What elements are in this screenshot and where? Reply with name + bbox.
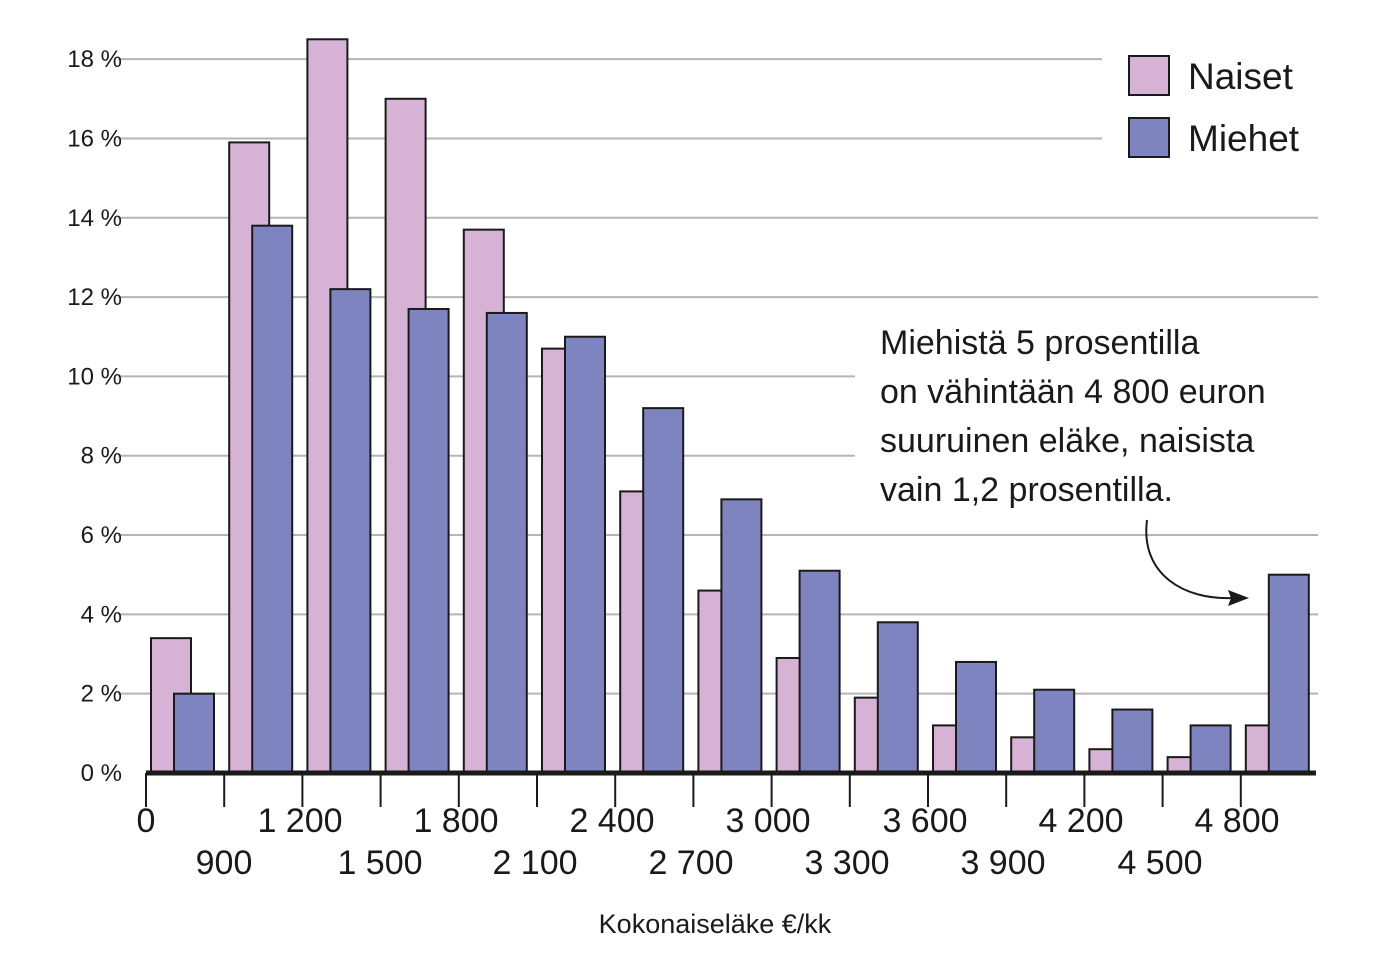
y-tick-label: 12 % [67,284,122,311]
legend-swatch [1128,117,1170,158]
annotation-line: suuruinen eläke, naisista [880,422,1254,460]
y-tick-label: 14 % [67,205,122,232]
bar-miehet [1111,708,1154,775]
bar-miehet [642,407,685,774]
x-axis: 0 1 200 1 800 2 400 3 000 3 600 4 200 4 800 900 1… [137,770,1316,882]
x-tick-label: 4 200 [1038,802,1123,840]
x-tick-label: 0 [137,802,156,840]
bar-miehet [251,224,294,774]
y-tick-label: 2 % [81,681,122,708]
bar-miehet [564,335,606,774]
bar-miehet [1189,724,1232,775]
x-tick-label: 3 300 [804,844,889,882]
annotation-line: on vähintään 4 800 euron [880,373,1266,411]
bars [150,38,1310,775]
annotation-background [855,318,1335,514]
y-tick-label: 0 % [81,760,122,787]
bar-miehet [955,660,997,775]
bar-miehet [407,307,450,774]
annotation-line: Miehistä 5 prosentilla [880,324,1199,362]
x-tick-label: 4 500 [1117,844,1202,882]
x-tick-label: 1 200 [257,802,342,840]
x-tick-label: 2 700 [648,844,733,882]
annotation-arrow [1145,519,1233,600]
bar-miehet [1033,688,1076,774]
bar-miehet [720,498,763,774]
x-tick-label: 2 100 [492,844,577,882]
legend-swatch [1128,55,1170,96]
annotation: Miehistä 5 prosentilla on vähintään 4 800… [855,318,1335,606]
bar-miehet [876,621,919,774]
x-tick-label: 2 400 [569,802,654,840]
bar-miehet [798,569,841,775]
annotation-arrowhead [1228,590,1249,606]
x-tick-label: 3 600 [882,802,967,840]
y-axis-ticks: 0 % 2 % 4 % 6 % 8 % 10 % 12 % 14 % 16 % 18 % [67,46,122,787]
y-tick-label: 6 % [81,522,122,549]
y-tick-label: 4 % [81,601,122,628]
x-tick-label: 1 800 [413,802,498,840]
x-tick-label: 3 000 [725,802,810,840]
legend-label: Naiset [1188,56,1294,97]
x-axis-label: Kokonaiseläke €/kk [599,909,832,939]
bar-miehet [173,692,215,774]
bar-miehet [329,288,372,774]
y-tick-label: 18 % [67,46,122,73]
x-tick-label: 1 500 [337,844,422,882]
x-tick-label: 900 [196,844,253,882]
y-tick-label: 8 % [81,443,122,470]
bar-miehet [1267,573,1310,775]
x-tick-label: 4 800 [1194,802,1279,840]
y-tick-label: 10 % [67,363,122,390]
x-tick-label: 3 900 [960,844,1045,882]
bar-miehet [485,311,528,774]
y-tick-label: 16 % [67,125,122,152]
annotation-line: vain 1,2 prosentilla. [880,471,1173,509]
legend-label: Miehet [1188,118,1300,159]
legend: Naiset Miehet [1102,40,1322,180]
